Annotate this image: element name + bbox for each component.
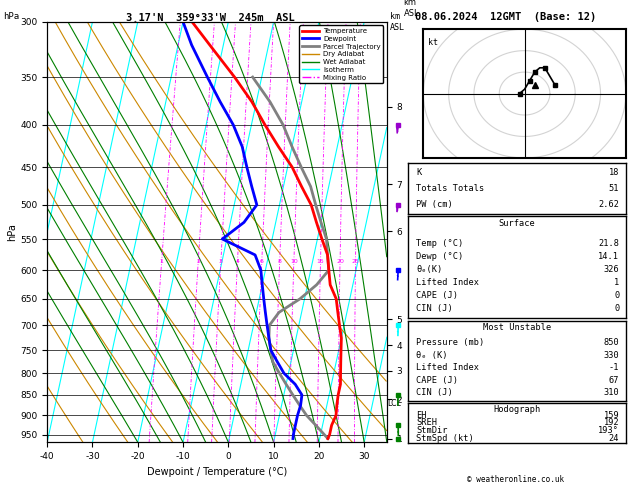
Text: θₑ (K): θₑ (K) bbox=[416, 351, 448, 360]
Text: EH: EH bbox=[416, 411, 427, 420]
Text: Lifted Index: Lifted Index bbox=[416, 278, 479, 287]
Text: 159: 159 bbox=[604, 411, 620, 420]
Text: Pressure (mb): Pressure (mb) bbox=[416, 338, 484, 347]
Text: 25: 25 bbox=[352, 259, 359, 264]
Text: 21.8: 21.8 bbox=[598, 239, 620, 248]
Text: 08.06.2024  12GMT  (Base: 12): 08.06.2024 12GMT (Base: 12) bbox=[415, 12, 596, 22]
Text: kt: kt bbox=[428, 38, 438, 47]
Text: 310: 310 bbox=[604, 388, 620, 397]
Text: © weatheronline.co.uk: © weatheronline.co.uk bbox=[467, 474, 564, 484]
Text: 18: 18 bbox=[609, 168, 620, 177]
Text: 4: 4 bbox=[235, 259, 240, 264]
Text: 192: 192 bbox=[604, 418, 620, 427]
Text: Surface: Surface bbox=[498, 219, 535, 228]
Text: 14.1: 14.1 bbox=[598, 252, 620, 261]
Text: SREH: SREH bbox=[416, 418, 437, 427]
Text: 850: 850 bbox=[604, 338, 620, 347]
Y-axis label: km
ASL: km ASL bbox=[404, 0, 420, 17]
Text: hPa: hPa bbox=[3, 12, 19, 21]
Text: 3¸17'N  359°33'W  245m  ASL: 3¸17'N 359°33'W 245m ASL bbox=[126, 12, 294, 22]
Text: LCL: LCL bbox=[387, 399, 401, 408]
Text: 20: 20 bbox=[336, 259, 344, 264]
Text: 1: 1 bbox=[160, 259, 164, 264]
Text: 3: 3 bbox=[219, 259, 223, 264]
Text: 6: 6 bbox=[260, 259, 264, 264]
Text: 15: 15 bbox=[316, 259, 325, 264]
Text: 193°: 193° bbox=[598, 426, 620, 435]
Text: θₑ(K): θₑ(K) bbox=[416, 265, 443, 274]
Text: PW (cm): PW (cm) bbox=[416, 200, 453, 209]
Text: K: K bbox=[416, 168, 421, 177]
Text: 8: 8 bbox=[277, 259, 282, 264]
Text: -1: -1 bbox=[609, 363, 620, 372]
Text: 2.62: 2.62 bbox=[598, 200, 620, 209]
Text: 0: 0 bbox=[614, 291, 620, 300]
Text: StmDir: StmDir bbox=[416, 426, 448, 435]
Text: Most Unstable: Most Unstable bbox=[482, 323, 551, 332]
Text: 67: 67 bbox=[609, 376, 620, 384]
Text: 326: 326 bbox=[604, 265, 620, 274]
Text: 1: 1 bbox=[614, 278, 620, 287]
X-axis label: Dewpoint / Temperature (°C): Dewpoint / Temperature (°C) bbox=[147, 467, 287, 477]
Text: CAPE (J): CAPE (J) bbox=[416, 376, 459, 384]
Text: km
ASL: km ASL bbox=[390, 12, 405, 32]
Legend: Temperature, Dewpoint, Parcel Trajectory, Dry Adiabat, Wet Adiabat, Isotherm, Mi: Temperature, Dewpoint, Parcel Trajectory… bbox=[299, 25, 383, 83]
Text: Temp (°C): Temp (°C) bbox=[416, 239, 464, 248]
Text: CAPE (J): CAPE (J) bbox=[416, 291, 459, 300]
Text: Dewp (°C): Dewp (°C) bbox=[416, 252, 464, 261]
Text: 2: 2 bbox=[196, 259, 200, 264]
Text: CIN (J): CIN (J) bbox=[416, 388, 453, 397]
Text: 24: 24 bbox=[609, 434, 620, 443]
Text: Hodograph: Hodograph bbox=[493, 404, 540, 414]
Text: StmSpd (kt): StmSpd (kt) bbox=[416, 434, 474, 443]
Text: 51: 51 bbox=[609, 184, 620, 193]
Y-axis label: hPa: hPa bbox=[8, 223, 18, 241]
Text: CIN (J): CIN (J) bbox=[416, 304, 453, 313]
Text: Lifted Index: Lifted Index bbox=[416, 363, 479, 372]
Text: 10: 10 bbox=[290, 259, 298, 264]
Text: Totals Totals: Totals Totals bbox=[416, 184, 484, 193]
Text: 0: 0 bbox=[614, 304, 620, 313]
Text: 330: 330 bbox=[604, 351, 620, 360]
